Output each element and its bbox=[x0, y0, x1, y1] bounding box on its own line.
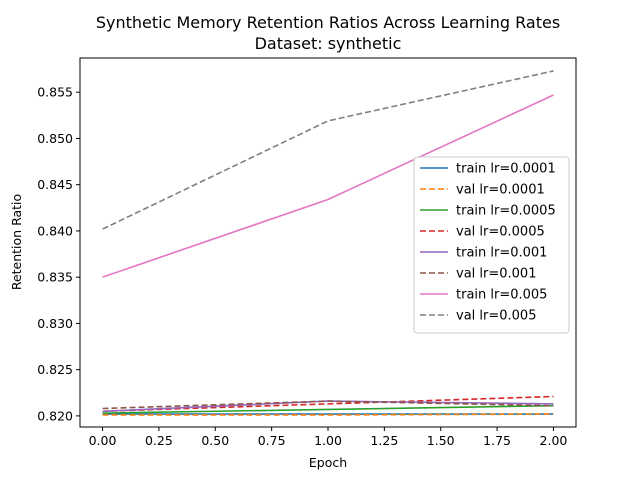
series-line-7 bbox=[102, 70, 554, 230]
y-axis: 0.820 0.825 0.830 0.835 0.840 0.845 0.850 0.855 bbox=[37, 85, 80, 423]
legend: train lr=0.0001 val lr=0.0001 train lr=0.0… bbox=[413, 156, 570, 334]
x-axis: 0.00 0.25 0.50 0.75 1.00 1.25 1.50 1.75 2.00 bbox=[89, 427, 568, 448]
y-tick-label: 0.835 bbox=[37, 270, 73, 285]
y-tick-label: 0.845 bbox=[37, 177, 73, 192]
chart-subtitle: Dataset: synthetic bbox=[255, 34, 402, 53]
x-tick-label: 0.50 bbox=[201, 433, 229, 448]
series-line-1 bbox=[102, 413, 554, 416]
legend-label: train lr=0.001 bbox=[456, 246, 547, 261]
series-line-6 bbox=[102, 94, 554, 278]
legend-label: val lr=0.0001 bbox=[456, 183, 545, 198]
series-line-3 bbox=[102, 395, 554, 413]
legend-label: train lr=0.005 bbox=[456, 288, 547, 303]
legend-label: val lr=0.001 bbox=[456, 267, 536, 282]
legend-label: train lr=0.0001 bbox=[456, 162, 556, 177]
y-tick-label: 0.825 bbox=[37, 362, 73, 377]
x-tick-label: 0.00 bbox=[89, 433, 117, 448]
y-axis-label: Retention Ratio bbox=[9, 194, 24, 290]
y-tick-label: 0.820 bbox=[37, 408, 73, 423]
x-axis-label: Epoch bbox=[309, 455, 347, 470]
x-tick-label: 1.75 bbox=[483, 433, 511, 448]
legend-label: val lr=0.0005 bbox=[456, 225, 545, 240]
legend-box bbox=[413, 156, 570, 334]
x-tick-label: 1.25 bbox=[370, 433, 398, 448]
y-tick-label: 0.855 bbox=[37, 85, 73, 100]
chart-title: Synthetic Memory Retention Ratios Across… bbox=[96, 13, 560, 32]
legend-label: train lr=0.0005 bbox=[456, 204, 556, 219]
series-line-5 bbox=[102, 400, 554, 410]
legend-label: val lr=0.005 bbox=[456, 309, 536, 324]
x-tick-label: 0.25 bbox=[145, 433, 173, 448]
series-layer bbox=[102, 70, 554, 416]
x-tick-label: 1.50 bbox=[427, 433, 455, 448]
x-tick-label: 1.00 bbox=[314, 433, 342, 448]
y-tick-label: 0.830 bbox=[37, 316, 73, 331]
y-tick-label: 0.840 bbox=[37, 223, 73, 238]
y-tick-label: 0.850 bbox=[37, 131, 73, 146]
x-tick-label: 0.75 bbox=[258, 433, 286, 448]
series-line-2 bbox=[102, 404, 554, 414]
x-tick-label: 2.00 bbox=[540, 433, 568, 448]
